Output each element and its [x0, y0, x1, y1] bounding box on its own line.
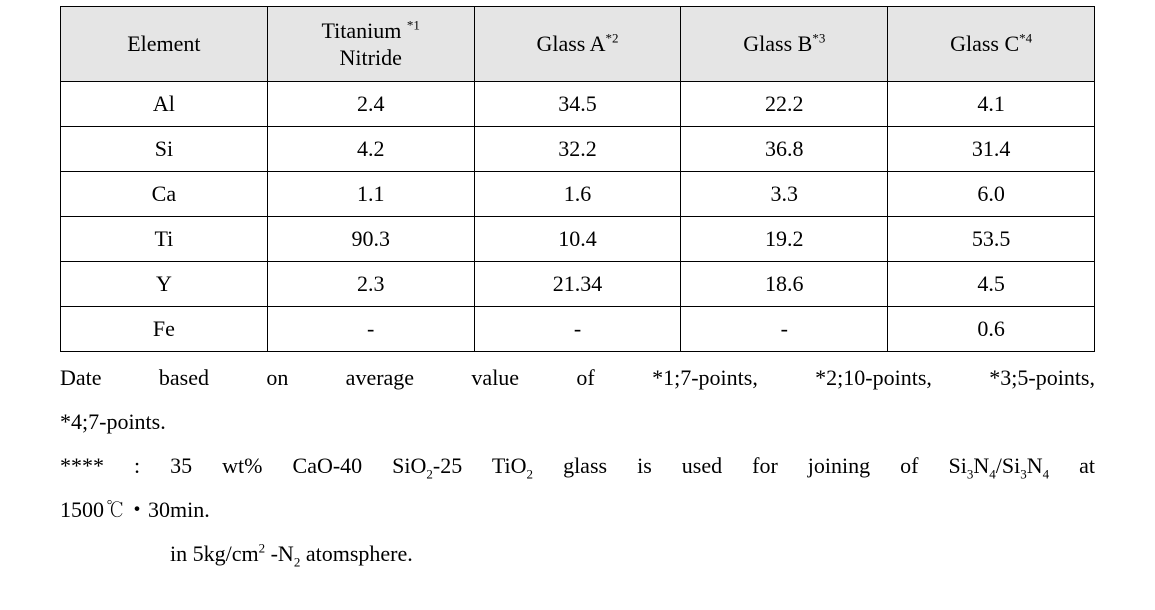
cell: Y: [61, 262, 268, 307]
col-glass-a-label: Glass A: [536, 31, 605, 56]
cell: 18.6: [681, 262, 888, 307]
footnote-text: N: [1027, 453, 1043, 478]
cell: 4.2: [267, 127, 474, 172]
col-tin-label-1: Titanium: [322, 18, 402, 43]
col-element-label: Element: [127, 30, 200, 58]
footnote-text: in 5kg/cm: [170, 541, 259, 566]
table-body: Al 2.4 34.5 22.2 4.1 Si 4.2 32.2 36.8 31…: [61, 82, 1095, 352]
table-row: Si 4.2 32.2 36.8 31.4: [61, 127, 1095, 172]
cell: 4.5: [888, 262, 1095, 307]
cell: 1.6: [474, 172, 681, 217]
cell: Al: [61, 82, 268, 127]
cell: 6.0: [888, 172, 1095, 217]
col-tin: Titanium *1 Nitride: [267, 7, 474, 82]
col-glass-b-sup: *3: [812, 31, 825, 46]
footnote-text: atomsphere.: [300, 541, 412, 566]
cell: Si: [61, 127, 268, 172]
footnote-text: -25 TiO: [433, 453, 527, 478]
cell: 21.34: [474, 262, 681, 307]
footnote-line-2b: 1500℃・30min.: [60, 488, 1095, 532]
col-tin-label-2: Nitride: [340, 45, 402, 70]
footnote-line-1a: Date based on average value of *1;7-poin…: [60, 356, 1095, 400]
cell: Ca: [61, 172, 268, 217]
col-glass-c-label: Glass C: [950, 31, 1019, 56]
cell: 2.3: [267, 262, 474, 307]
cell: 3.3: [681, 172, 888, 217]
cell: 19.2: [681, 217, 888, 262]
col-glass-b: Glass B*3: [681, 7, 888, 82]
cell: 2.4: [267, 82, 474, 127]
cell: 4.1: [888, 82, 1095, 127]
cell: 1.1: [267, 172, 474, 217]
col-glass-b-label: Glass B: [743, 31, 812, 56]
col-element: Element: [61, 7, 268, 82]
footnotes: Date based on average value of *1;7-poin…: [60, 356, 1095, 576]
cell: -: [267, 307, 474, 352]
footnote-text: glass is used for joining of Si: [533, 453, 967, 478]
cell: 90.3: [267, 217, 474, 262]
col-glass-c-sup: *4: [1019, 31, 1032, 46]
footnote-line-1b: *4;7-points.: [60, 400, 1095, 444]
table-header-row: Element Titanium *1 Nitride Glass A*2: [61, 7, 1095, 82]
footnote-line-2a: **** : 35 wt% CaO-40 SiO2-25 TiO2 glass …: [60, 444, 1095, 488]
footnote-text: at: [1049, 453, 1095, 478]
cell: Fe: [61, 307, 268, 352]
col-glass-a-sup: *2: [606, 31, 619, 46]
cell: 34.5: [474, 82, 681, 127]
footnote-text: **** : 35 wt% CaO-40 SiO: [60, 453, 426, 478]
cell: 0.6: [888, 307, 1095, 352]
footnote-line-3: in 5kg/cm2 -N2 atomsphere.: [60, 532, 1095, 576]
cell: 10.4: [474, 217, 681, 262]
footnote-text: N: [973, 453, 989, 478]
cell: 36.8: [681, 127, 888, 172]
cell: 31.4: [888, 127, 1095, 172]
cell: 32.2: [474, 127, 681, 172]
table-row: Ti 90.3 10.4 19.2 53.5: [61, 217, 1095, 262]
composition-table: Element Titanium *1 Nitride Glass A*2: [60, 6, 1095, 352]
col-tin-sup: *1: [407, 17, 420, 32]
cell: -: [681, 307, 888, 352]
cell: 53.5: [888, 217, 1095, 262]
table-row: Y 2.3 21.34 18.6 4.5: [61, 262, 1095, 307]
cell: Ti: [61, 217, 268, 262]
col-glass-c: Glass C*4: [888, 7, 1095, 82]
footnote-text: /Si: [996, 453, 1020, 478]
cell: 22.2: [681, 82, 888, 127]
col-glass-a: Glass A*2: [474, 7, 681, 82]
table-row: Ca 1.1 1.6 3.3 6.0: [61, 172, 1095, 217]
cell: -: [474, 307, 681, 352]
table-row: Fe - - - 0.6: [61, 307, 1095, 352]
table-row: Al 2.4 34.5 22.2 4.1: [61, 82, 1095, 127]
footnote-text: -N: [265, 541, 294, 566]
